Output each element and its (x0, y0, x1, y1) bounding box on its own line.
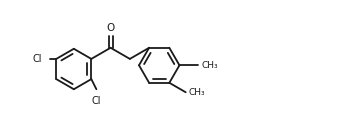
Text: CH₃: CH₃ (201, 61, 218, 70)
Text: Cl: Cl (92, 96, 101, 106)
Text: CH₃: CH₃ (189, 88, 205, 97)
Text: O: O (106, 23, 115, 33)
Text: Cl: Cl (33, 54, 42, 64)
